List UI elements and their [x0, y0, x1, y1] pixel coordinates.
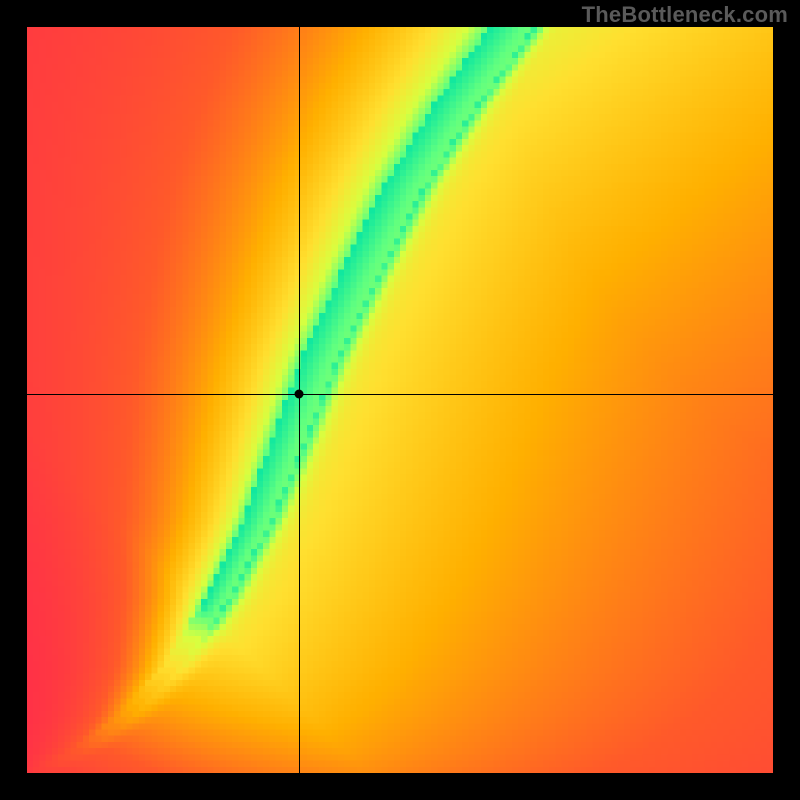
crosshair-vertical	[299, 27, 300, 773]
bottleneck-heatmap	[27, 27, 773, 773]
plot-area	[27, 27, 773, 773]
crosshair-horizontal	[27, 394, 773, 395]
watermark-text: TheBottleneck.com	[582, 2, 788, 28]
chart-container: TheBottleneck.com	[0, 0, 800, 800]
selection-marker	[295, 390, 304, 399]
